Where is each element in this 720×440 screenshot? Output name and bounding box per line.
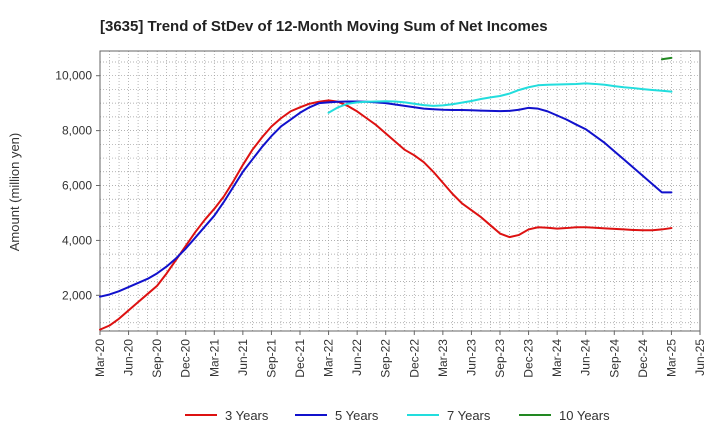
- x-tick-label: Jun-24: [579, 339, 593, 376]
- x-tick-label: Sep-21: [264, 339, 278, 378]
- x-tick-label: Mar-22: [322, 339, 336, 377]
- plot-border: [99, 50, 701, 332]
- y-axis-label: Amount (million yen): [7, 133, 22, 252]
- legend-item-10-years: 10 Years: [519, 408, 610, 423]
- x-tick-label: Mar-23: [436, 339, 450, 377]
- legend-item-3-years: 3 Years: [185, 408, 269, 423]
- x-tick-label: Mar-21: [207, 339, 221, 377]
- x-tick-label: Jun-23: [464, 339, 478, 376]
- y-tick-label: 8,000: [62, 124, 92, 138]
- series-line-5-years: [99, 100, 673, 298]
- y-tick-label: 2,000: [62, 288, 92, 302]
- plot-background: [100, 51, 700, 331]
- x-tick-label: Sep-23: [493, 339, 507, 378]
- x-tick-label: Mar-20: [93, 339, 107, 377]
- legend-label-3-years: 3 Years: [225, 408, 269, 423]
- series-line-3-years: [99, 99, 673, 331]
- x-tick-label: Dec-24: [636, 339, 650, 378]
- legend-label-7-years: 7 Years: [447, 408, 491, 423]
- x-tick-label: Jun-25: [693, 339, 707, 376]
- x-tick-label: Dec-20: [179, 339, 193, 378]
- series-line-7-years: [327, 82, 673, 114]
- legend-label-10-years: 10 Years: [559, 408, 610, 423]
- x-tick-label: Mar-24: [550, 339, 564, 377]
- x-tick-label: Sep-20: [150, 339, 164, 378]
- plot-area: 2,000 4,000 6,000 8,000 10,000 Mar-20 Jun-20 Se…: [55, 50, 707, 378]
- x-tick-label: Dec-22: [407, 339, 421, 378]
- legend-item-5-years: 5 Years: [295, 408, 379, 423]
- y-tick-label: 10,000: [55, 69, 92, 83]
- x-tick-label: Jun-20: [122, 339, 136, 376]
- y-tick-label: 6,000: [62, 179, 92, 193]
- chart-title: [3635] Trend of StDev of 12-Month Moving…: [100, 18, 548, 35]
- x-tick-label: Dec-21: [293, 339, 307, 378]
- x-tick-label: Sep-22: [379, 339, 393, 378]
- legend: 3 Years 5 Years 7 Years 10 Years: [185, 408, 610, 423]
- series-line-10-years: [660, 56, 673, 61]
- x-tick-label: Sep-24: [607, 339, 621, 378]
- y-tick-label: 4,000: [62, 233, 92, 247]
- legend-item-7-years: 7 Years: [407, 408, 491, 423]
- legend-label-5-years: 5 Years: [335, 408, 379, 423]
- x-tick-label: Jun-21: [236, 339, 250, 376]
- x-tick-label: Jun-22: [350, 339, 364, 376]
- x-tick-label: Mar-25: [664, 339, 678, 377]
- x-tick-label: Dec-23: [522, 339, 536, 378]
